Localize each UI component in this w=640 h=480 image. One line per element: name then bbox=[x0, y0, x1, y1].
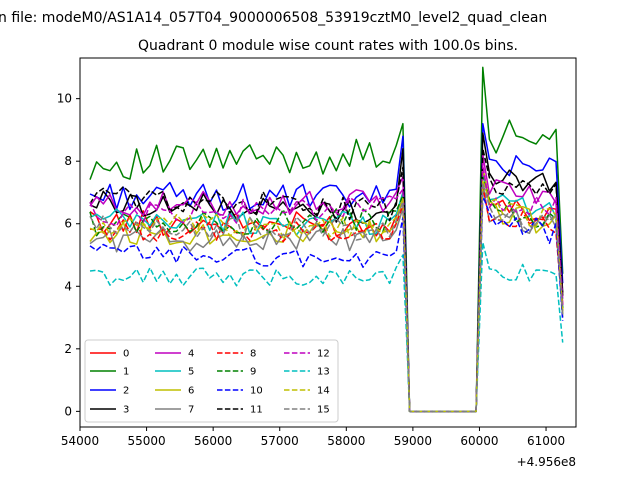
chart-title: Quadrant 0 module wise count rates with … bbox=[138, 38, 518, 54]
legend-frame bbox=[84, 339, 339, 423]
legend-label-11: 11 bbox=[250, 405, 263, 416]
x-tick-label: 54000 bbox=[61, 434, 99, 448]
legend-label-10: 10 bbox=[250, 386, 263, 397]
y-tick-label: 0 bbox=[64, 404, 72, 418]
plot-area-frame bbox=[79, 57, 577, 428]
legend-label-12: 12 bbox=[317, 349, 330, 360]
series-line-8 bbox=[89, 185, 564, 413]
y-tick-label: 2 bbox=[64, 342, 72, 356]
series-line-4 bbox=[89, 154, 564, 413]
y-axis: 0 2 4 6 8 10 bbox=[57, 92, 80, 418]
series-line-2 bbox=[89, 122, 564, 413]
series-line-13 bbox=[89, 241, 564, 413]
legend-label-15: 15 bbox=[317, 405, 330, 416]
series-line-1 bbox=[89, 66, 564, 413]
legend-label-13: 13 bbox=[317, 367, 330, 378]
legend-label-9: 9 bbox=[250, 367, 256, 378]
y-tick-label: 4 bbox=[64, 279, 72, 293]
y-tick-label: 10 bbox=[57, 92, 72, 106]
legend-label-5: 5 bbox=[188, 367, 194, 378]
figure-suptitle: n file: modeM0/AS1A14_057T04_9000006508_… bbox=[0, 10, 547, 26]
y-tick-label: 8 bbox=[64, 154, 72, 168]
legend-label-7: 7 bbox=[188, 405, 194, 416]
series-line-11 bbox=[89, 147, 564, 413]
legend-label-14: 14 bbox=[317, 386, 330, 397]
series-line-14 bbox=[89, 179, 564, 413]
y-tick-label: 6 bbox=[64, 217, 72, 231]
x-axis: 54000 55000 56000 57000 58000 59000 60000 61000 bbox=[61, 427, 565, 448]
x-tick-label: 55000 bbox=[127, 434, 165, 448]
series-line-9 bbox=[89, 176, 564, 413]
x-tick-label: 57000 bbox=[261, 434, 299, 448]
legend-label-1: 1 bbox=[123, 367, 129, 378]
x-tick-label: 58000 bbox=[327, 434, 365, 448]
x-tick-label: 60000 bbox=[460, 434, 498, 448]
series-line-15 bbox=[89, 182, 564, 413]
legend-label-3: 3 bbox=[123, 405, 129, 416]
x-tick-label: 56000 bbox=[194, 434, 232, 448]
series-line-10 bbox=[89, 194, 564, 413]
legend-label-0: 0 bbox=[123, 349, 129, 360]
series-layer bbox=[89, 66, 564, 413]
legend-label-4: 4 bbox=[188, 349, 194, 360]
x-tick-label: 61000 bbox=[527, 434, 565, 448]
x-offset-label: +4.956e8 bbox=[517, 455, 576, 469]
x-tick-label: 59000 bbox=[394, 434, 432, 448]
legend-label-2: 2 bbox=[123, 386, 129, 397]
legend-label-6: 6 bbox=[188, 386, 194, 397]
legend-label-8: 8 bbox=[250, 349, 256, 360]
